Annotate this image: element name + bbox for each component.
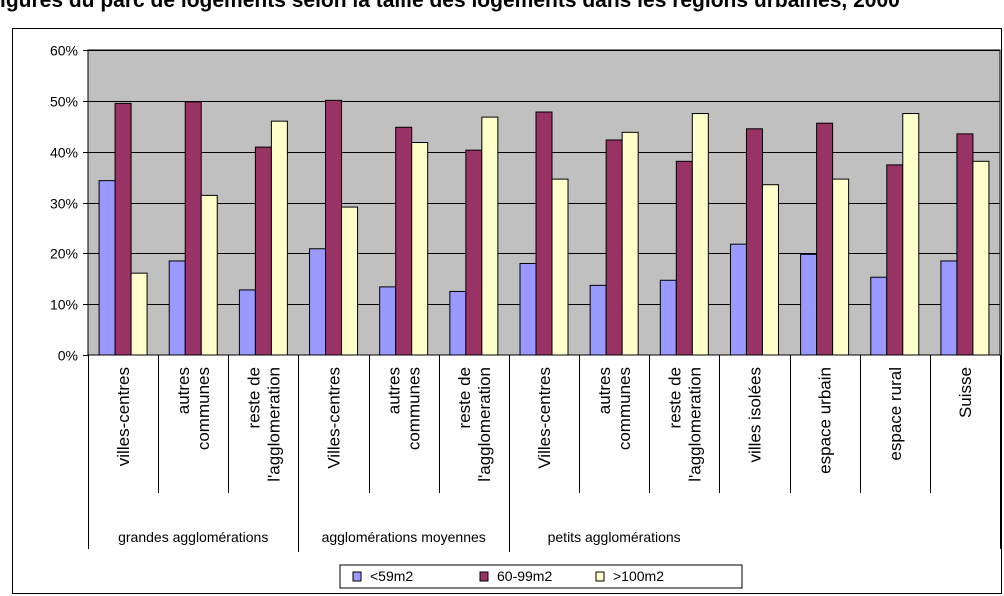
bar — [481, 116, 499, 356]
bar — [605, 139, 623, 356]
y-tick-label: 30% — [50, 196, 78, 212]
bar — [940, 260, 958, 356]
category-label: l'agglomeration — [685, 367, 704, 482]
bar — [325, 99, 343, 356]
bar — [551, 178, 569, 356]
bar — [449, 290, 467, 356]
category-label: Villes-centres — [535, 367, 554, 469]
category-label: espace urbain — [816, 367, 835, 474]
bar — [379, 286, 397, 356]
bar — [114, 102, 132, 356]
category-label: l'agglomeration — [475, 367, 494, 482]
legend-box — [339, 564, 743, 589]
bar — [184, 101, 202, 356]
bar — [745, 128, 763, 356]
bar — [270, 120, 288, 356]
y-tick-label: 40% — [50, 145, 78, 161]
bar — [465, 149, 483, 356]
bar — [238, 289, 256, 356]
category-label: reste de — [455, 367, 474, 428]
bar — [309, 248, 327, 356]
page-title: igures du parc de logements selon la tai… — [0, 0, 900, 12]
bar — [395, 126, 413, 356]
category-label: Suisse — [956, 367, 975, 418]
bar — [870, 276, 888, 356]
category-label: autres — [385, 367, 404, 414]
bar — [659, 279, 677, 356]
legend-swatch — [352, 571, 362, 582]
category-label: espace rural — [886, 367, 905, 461]
bar — [168, 260, 186, 356]
category-label: villes isolées — [745, 367, 764, 462]
legend-label: 60-99m2 — [497, 568, 552, 584]
y-tick-label: 20% — [50, 246, 78, 262]
bar — [886, 164, 904, 356]
bar — [621, 131, 639, 356]
y-tick-label: 10% — [50, 297, 78, 313]
bar — [675, 160, 693, 356]
bar — [341, 206, 359, 356]
legend-label: >100m2 — [613, 568, 664, 584]
category-label: reste de — [665, 367, 684, 428]
legend-swatch — [595, 571, 605, 582]
bar — [972, 160, 990, 356]
category-label: communes — [405, 367, 424, 450]
legend-label: <59m2 — [370, 568, 413, 584]
bar — [98, 180, 116, 356]
bar — [411, 142, 429, 356]
bar — [902, 113, 920, 356]
bar — [832, 178, 850, 356]
category-label: autres — [595, 367, 614, 414]
category-label: communes — [194, 367, 213, 450]
y-tick-label: 60% — [50, 43, 78, 59]
bar — [761, 184, 779, 356]
category-label: reste de — [244, 367, 263, 428]
category-label: villes-centres — [114, 367, 133, 466]
bar — [200, 194, 218, 356]
category-label: Villes-centres — [325, 367, 344, 469]
chart-frame: 0% 10% 20% 30% 40% 50% 60% villes-centres autres… — [12, 28, 1002, 594]
bar — [729, 243, 747, 356]
category-label: communes — [615, 367, 634, 450]
bar — [254, 146, 272, 356]
bar — [816, 122, 834, 356]
bar — [589, 284, 607, 356]
bar — [130, 272, 148, 356]
bar — [800, 253, 818, 356]
group-label: grandes agglomérations — [118, 529, 268, 545]
legend-swatch — [479, 571, 489, 582]
bar — [691, 113, 709, 356]
y-tick-label: 50% — [50, 94, 78, 110]
bar — [519, 263, 537, 356]
group-label: petits agglomérations — [548, 529, 681, 545]
bar-chart: 0% 10% 20% 30% 40% 50% 60% villes-centres autres… — [50, 43, 1001, 589]
bar — [956, 133, 974, 356]
y-tick-label: 0% — [58, 348, 78, 364]
category-label: autres — [174, 367, 193, 414]
bar — [535, 111, 553, 356]
category-label: l'agglomeration — [264, 367, 283, 482]
group-label: agglomérations moyennes — [322, 529, 486, 545]
